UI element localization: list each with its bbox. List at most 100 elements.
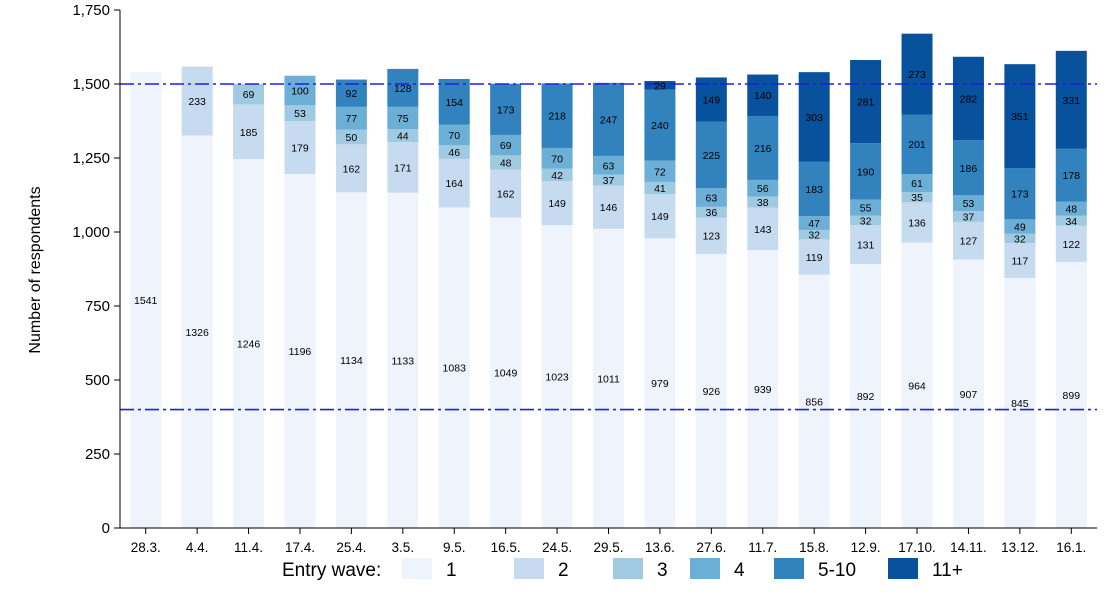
y-tick-label-1000: 1,000 xyxy=(72,224,110,241)
data-label-13.12.-wave-1: 845 xyxy=(1011,398,1029,410)
bar-segment-16.1.-wave-1 xyxy=(1055,261,1087,528)
bar-segment-29.5.-wave-1 xyxy=(593,228,624,528)
bar-segment-27.6.-wave-11+ xyxy=(695,77,727,122)
data-label-4.4.-wave-1: 1326 xyxy=(185,327,209,339)
data-label-27.6.-wave-4: 63 xyxy=(705,193,717,205)
data-label-9.5.-wave-2: 164 xyxy=(445,178,463,190)
data-label-16.1.-wave-1: 899 xyxy=(1063,390,1081,402)
bar-segment-15.8.-wave-3 xyxy=(798,229,830,240)
bar-segment-13.12.-wave-4 xyxy=(1004,219,1036,234)
bar-segment-14.11.-wave-11+ xyxy=(952,56,984,141)
data-label-3.5.-wave-1: 1133 xyxy=(392,355,415,367)
x-tick-label-16.5.: 16.5. xyxy=(491,540,521,555)
data-label-27.6.-wave-11+: 149 xyxy=(703,95,721,107)
bar-segment-17.4.-wave-4 xyxy=(284,75,316,106)
bar-segment-16.5.-wave-2 xyxy=(490,169,522,218)
data-label-13.6.-wave-2: 149 xyxy=(651,211,669,223)
data-label-11.7.-wave-4: 56 xyxy=(757,183,769,195)
bar-segment-17.4.-wave-1 xyxy=(284,173,316,528)
data-label-9.5.-wave-5-10: 154 xyxy=(445,97,463,109)
data-label-16.1.-wave-11+: 331 xyxy=(1063,95,1081,107)
data-label-16.1.-wave-5-10: 178 xyxy=(1063,170,1081,182)
bar-segment-11.7.-wave-11+ xyxy=(747,74,779,116)
data-label-13.12.-wave-11+: 351 xyxy=(1011,111,1029,123)
x-tick-label-17.10.: 17.10. xyxy=(898,540,936,555)
data-label-3.5.-wave-5-10: 128 xyxy=(394,83,412,95)
data-label-14.11.-wave-1: 907 xyxy=(960,389,978,401)
data-label-14.11.-wave-11+: 282 xyxy=(960,94,978,106)
bar-segment-3.5.-wave-3 xyxy=(387,128,419,143)
data-label-17.10.-wave-5-10: 201 xyxy=(908,139,926,151)
bar-segment-14.11.-wave-1 xyxy=(952,259,984,528)
data-label-12.9.-wave-2: 131 xyxy=(857,240,875,252)
data-label-15.8.-wave-11+: 303 xyxy=(805,112,823,124)
bar-segment-25.4.-wave-1 xyxy=(335,192,367,528)
data-label-9.5.-wave-4: 70 xyxy=(448,130,460,142)
data-label-25.4.-wave-1: 1134 xyxy=(340,355,363,367)
bar-layer xyxy=(130,33,1087,529)
bar-segment-25.4.-wave-3 xyxy=(335,129,367,145)
reference-lines xyxy=(120,83,1097,411)
bar-segment-17.10.-wave-5-10 xyxy=(901,114,933,174)
data-label-15.8.-wave-1: 856 xyxy=(805,396,823,408)
bar-segment-14.11.-wave-3 xyxy=(952,210,984,222)
y-tick-label-1500: 1,500 xyxy=(72,76,110,93)
data-label-25.4.-wave-5-10: 92 xyxy=(346,88,358,100)
data-label-29.5.-wave-4: 63 xyxy=(603,160,615,172)
data-label-13.6.-wave-4: 72 xyxy=(654,166,666,178)
data-label-17.4.-wave-1: 1196 xyxy=(289,346,312,358)
data-label-28.3.-wave-1: 1541 xyxy=(134,295,158,307)
data-label-29.5.-wave-3: 37 xyxy=(603,175,615,187)
bar-segment-16.1.-wave-4 xyxy=(1055,201,1087,216)
bar-segment-3.5.-wave-1 xyxy=(387,192,419,528)
data-label-11.7.-wave-11+: 140 xyxy=(754,90,772,102)
data-label-17.4.-wave-4: 100 xyxy=(291,86,309,98)
data-label-14.11.-wave-2: 127 xyxy=(960,236,978,248)
y-tick-label-250: 250 xyxy=(85,446,110,463)
data-label-16.5.-wave-1: 1049 xyxy=(494,368,518,380)
data-label-9.5.-wave-1: 1083 xyxy=(443,363,467,375)
bar-segment-3.5.-wave-5-10 xyxy=(387,68,419,107)
bar-segment-13.6.-wave-1 xyxy=(644,238,676,528)
bar-segment-11.4.-wave-3 xyxy=(233,84,265,105)
data-label-17.10.-wave-3: 35 xyxy=(911,192,923,204)
data-label-16.5.-wave-2: 162 xyxy=(497,189,515,201)
legend-swatch-wave-5-10 xyxy=(774,558,804,579)
bar-segment-27.6.-wave-2 xyxy=(695,217,727,254)
bar-segment-12.9.-wave-1 xyxy=(850,263,882,528)
legend-label-wave-2: 2 xyxy=(558,560,569,581)
bar-segment-27.6.-wave-1 xyxy=(695,253,727,529)
data-label-15.8.-wave-3: 32 xyxy=(808,230,820,242)
x-tick-label-17.4.: 17.4. xyxy=(285,540,315,555)
bar-segment-13.6.-wave-3 xyxy=(644,181,676,195)
bar-segment-16.1.-wave-5-10 xyxy=(1055,148,1087,202)
bar-segment-16.5.-wave-3 xyxy=(490,155,522,170)
bar-segment-24.5.-wave-2 xyxy=(541,181,573,226)
bar-segment-17.10.-wave-3 xyxy=(901,192,933,203)
bar-segment-13.12.-wave-1 xyxy=(1004,277,1036,528)
axis-layer: 0 250 500 750 1,000 1,250 1,500 1,750 28.3. 4.4. 1… xyxy=(72,2,1097,555)
legend-swatch-wave-2 xyxy=(514,558,544,579)
bar-segment-16.5.-wave-5-10 xyxy=(490,83,522,135)
bar-segment-27.6.-wave-4 xyxy=(695,188,727,207)
bar-segment-3.5.-wave-2 xyxy=(387,142,419,193)
data-label-17.10.-wave-11+: 273 xyxy=(908,69,926,81)
data-label-11.4.-wave-3: 69 xyxy=(243,89,255,101)
bar-segment-24.5.-wave-5-10 xyxy=(541,83,573,148)
data-label-25.4.-wave-4: 77 xyxy=(346,113,358,125)
data-label-29.5.-wave-1: 1011 xyxy=(597,373,620,385)
x-tick-label-9.5.: 9.5. xyxy=(443,540,466,555)
bar-segment-16.1.-wave-3 xyxy=(1055,215,1087,226)
x-tick-label-4.4.: 4.4. xyxy=(186,540,209,555)
data-label-13.6.-wave-1: 979 xyxy=(651,378,669,390)
data-label-24.5.-wave-5-10: 218 xyxy=(548,111,566,123)
bar-segment-11.7.-wave-2 xyxy=(747,207,779,251)
legend-label-wave-5-10: 5-10 xyxy=(818,560,856,581)
x-tick-label-13.6.: 13.6. xyxy=(645,540,675,555)
data-label-12.9.-wave-5-10: 190 xyxy=(857,166,875,178)
data-label-17.10.-wave-1: 964 xyxy=(908,380,926,392)
bar-segment-14.11.-wave-2 xyxy=(952,221,984,260)
x-tick-label-14.11.: 14.11. xyxy=(950,540,987,555)
data-label-11.4.-wave-2: 185 xyxy=(240,127,258,139)
data-label-11.4.-wave-1: 1246 xyxy=(237,339,261,351)
